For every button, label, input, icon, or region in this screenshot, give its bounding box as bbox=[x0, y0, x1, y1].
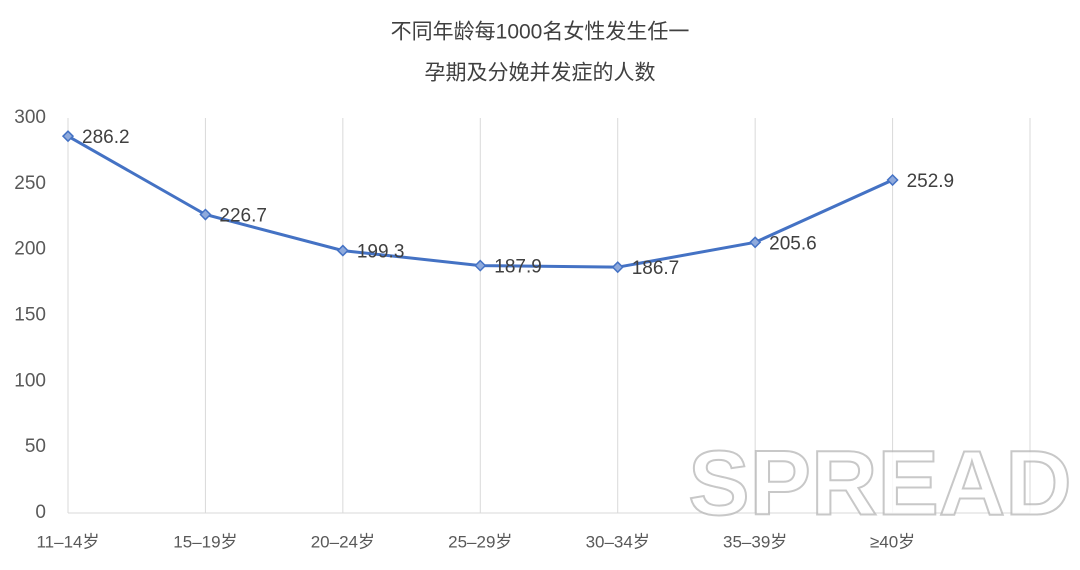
x-tick-label: 35–39岁 bbox=[723, 532, 787, 551]
y-tick-label: 250 bbox=[14, 173, 46, 194]
watermark: SPREAD bbox=[688, 432, 1071, 534]
x-tick-label: 25–29岁 bbox=[448, 532, 512, 551]
data-label: 199.3 bbox=[357, 242, 405, 263]
point bbox=[199, 208, 212, 221]
y-tick-label: 200 bbox=[14, 239, 46, 260]
data-label: 205.6 bbox=[769, 233, 817, 254]
point bbox=[61, 130, 75, 143]
data-label: 286.2 bbox=[82, 127, 130, 148]
data-label: 252.9 bbox=[907, 171, 955, 192]
point bbox=[749, 236, 762, 249]
y-tick-label: 150 bbox=[14, 305, 46, 326]
y-tick-label: 100 bbox=[14, 370, 46, 391]
x-tick-label: ≥40岁 bbox=[870, 532, 915, 551]
x-tick-label: 15–19岁 bbox=[173, 532, 237, 551]
y-tick-label: 300 bbox=[14, 107, 46, 128]
point bbox=[611, 261, 624, 274]
x-tick-label: 20–24岁 bbox=[311, 532, 375, 551]
point bbox=[886, 173, 899, 187]
data-label: 187.9 bbox=[494, 257, 542, 278]
chart-title: 孕期及分娩并发症的人数 bbox=[425, 62, 656, 85]
point bbox=[336, 244, 349, 257]
x-tick-label: 11–14岁 bbox=[36, 532, 99, 551]
data-label: 226.7 bbox=[219, 206, 267, 227]
chart-title: 不同年龄每1000名女性发生任一 bbox=[391, 21, 690, 44]
y-tick-label: 50 bbox=[25, 436, 46, 457]
y-tick-label: 0 bbox=[35, 502, 46, 523]
point bbox=[474, 259, 487, 272]
x-tick-label: 30–34岁 bbox=[586, 532, 650, 551]
data-label: 186.7 bbox=[632, 258, 680, 279]
